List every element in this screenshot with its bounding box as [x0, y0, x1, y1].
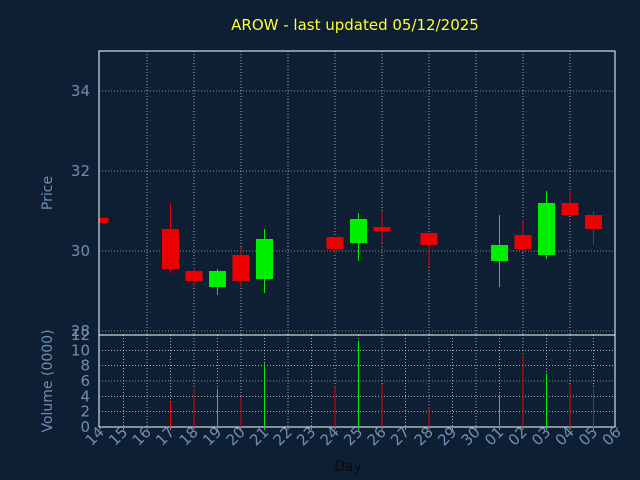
candle-body: [373, 227, 391, 231]
candle-body: [209, 271, 226, 287]
candle-body: [491, 245, 508, 261]
x-axis-ticks: 1415161718192021222324252627282930010203…: [82, 423, 625, 449]
candle-body: [585, 215, 602, 229]
candle-24: [326, 237, 344, 253]
candle-01: [491, 215, 508, 287]
candle-21: [256, 229, 273, 293]
candle-body: [538, 203, 555, 255]
volume-tick-label: 6: [80, 372, 90, 390]
candle-14: [99, 217, 109, 223]
price-y-ticks: 28 30 32 34: [71, 82, 90, 340]
volume-tick-label: 8: [80, 357, 90, 375]
price-tick-label: 28: [71, 322, 90, 340]
candle-body: [326, 237, 344, 249]
price-tick-label: 32: [71, 162, 90, 180]
volume-tick-label: 4: [80, 387, 90, 405]
candle-25: [350, 213, 367, 261]
candle-20: [232, 247, 250, 287]
candle-04: [561, 191, 579, 215]
volume-tick-label: 2: [80, 403, 90, 421]
candle-body: [420, 233, 438, 245]
price-axis-label: Price: [40, 176, 56, 210]
volume-bars-layer: [170, 341, 594, 427]
candle-28: [420, 233, 438, 267]
volume-tick-label: 12: [71, 326, 90, 344]
x-axis-label: Day: [334, 459, 362, 475]
candle-body: [514, 235, 532, 249]
candle-19: [209, 269, 226, 295]
candles-layer: [99, 191, 602, 295]
volume-tick-label: 0: [80, 418, 90, 436]
candle-body: [561, 203, 579, 215]
chart-title: AROW - last updated 05/12/2025: [231, 16, 479, 34]
candle-body: [100, 217, 109, 223]
price-tick-label: 34: [71, 82, 90, 100]
candle-body: [162, 229, 179, 269]
candle-body: [256, 239, 273, 279]
candle-05: [585, 211, 602, 245]
candle-18: [185, 267, 203, 287]
candle-26: [373, 211, 391, 243]
candle-17: [162, 203, 179, 273]
candle-03: [538, 191, 555, 259]
candle-body: [232, 255, 250, 281]
candle-02: [514, 219, 532, 251]
volume-axis-label: Volume (0000): [40, 329, 56, 432]
volume-tick-label: 10: [71, 341, 90, 359]
candle-body: [350, 219, 367, 243]
candle-body: [185, 271, 203, 281]
price-tick-label: 30: [71, 242, 90, 260]
volume-panel-frame: [98, 334, 616, 428]
